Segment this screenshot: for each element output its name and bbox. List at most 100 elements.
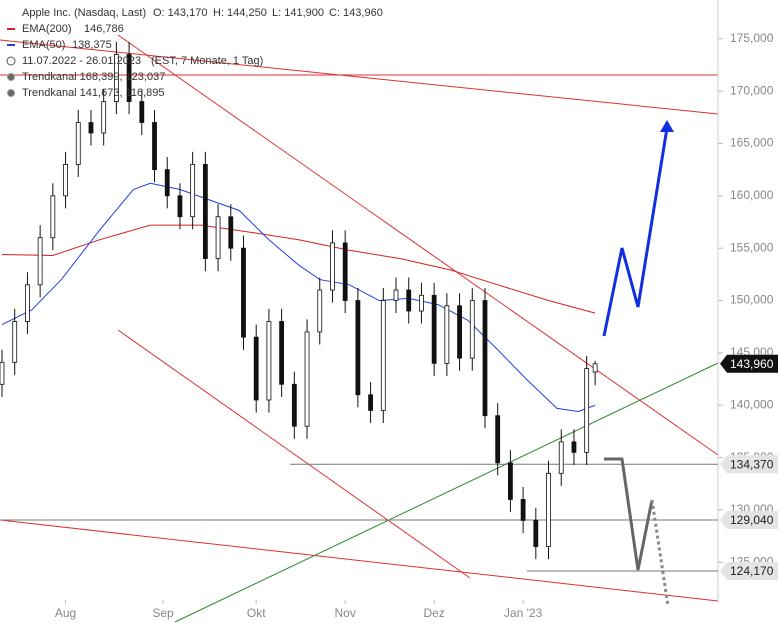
plot [0, 41, 598, 560]
candle-body [253, 336, 259, 401]
candle-body [558, 441, 564, 474]
candle-body [571, 441, 577, 453]
candle-body [139, 101, 145, 123]
candle-body [469, 300, 475, 359]
legend-label: EMA(50) [22, 39, 65, 51]
price-tag [720, 511, 778, 529]
candle-body [495, 415, 501, 464]
candle-body [215, 216, 221, 260]
channel-line [117, 34, 719, 456]
x-tick-label: Okt [247, 606, 266, 620]
candle-body [317, 289, 323, 333]
period-note: (EST, 7 Monate, 1 Tag) [151, 55, 263, 67]
candle-body [520, 499, 526, 521]
legend-value: 146,786 [84, 23, 124, 35]
y-tick-label: 165,000 [730, 136, 774, 150]
ohlc: O: 143,170 [153, 7, 207, 19]
candle-body [533, 520, 539, 547]
candle-body [330, 242, 335, 291]
y-tick-label: 170,000 [730, 83, 774, 97]
arrow-head [660, 120, 674, 132]
candle-body [393, 289, 399, 301]
price-tag [720, 561, 778, 580]
channel-line [0, 519, 719, 602]
candle-body [592, 363, 598, 373]
x-tick-label: Dez [423, 606, 444, 620]
bear-projection-dotted [650, 499, 670, 607]
candle-body [12, 321, 18, 363]
price-tag-label: 129,040 [730, 513, 774, 527]
candle-body [342, 242, 348, 301]
candle-body [101, 101, 107, 134]
trend-channel: Trendkanal 141,673, 116,895 [22, 87, 165, 99]
price-tag [720, 455, 778, 474]
candle-body [355, 300, 361, 396]
price-tag-label: 143,960 [730, 357, 774, 371]
candle-body [37, 237, 43, 286]
channel-line [117, 329, 471, 579]
legend-label: EMA(200) [22, 23, 72, 35]
projection [602, 120, 674, 607]
candle-body [380, 300, 386, 411]
legend: Apple Inc. (Nasdaq, Last) O: 143,170 H: … [6, 7, 383, 99]
price-tag-label: 134,370 [730, 457, 774, 471]
price-tag-label: 124,170 [730, 564, 774, 578]
candle-body [291, 383, 297, 427]
bull-projection [602, 127, 669, 337]
candle-body [546, 472, 551, 547]
candle-body [406, 289, 412, 312]
candle-body [444, 305, 450, 364]
axes: 125,000130,000135,000140,000145,000150,0… [55, 31, 778, 620]
trend-lines [0, 0, 719, 623]
x-tick-label: Jan '23 [504, 606, 543, 620]
candle-body [50, 195, 56, 239]
legend-value: 138,375 [72, 39, 112, 51]
candle-body [0, 361, 5, 385]
candle-body [431, 294, 437, 364]
clock-icon [6, 56, 16, 66]
x-tick-label: Sep [152, 606, 174, 620]
candle-body [63, 163, 68, 197]
price-tag [720, 354, 778, 373]
trend-channel: Trendkanal 168,399, 123,037 [22, 71, 165, 83]
y-tick-label: 175,000 [730, 31, 774, 45]
ohlc: L: 141,900 [272, 7, 324, 19]
candle-body [202, 163, 208, 260]
candle-body [152, 122, 157, 171]
ema-line [1, 224, 596, 314]
y-tick-label: 140,000 [730, 397, 774, 411]
candle-body [266, 321, 272, 401]
channel-line [0, 39, 719, 115]
candle-body [75, 122, 81, 165]
candle-body [584, 368, 590, 453]
x-tick-label: Aug [55, 606, 76, 620]
candle-body [241, 247, 246, 338]
icon [7, 89, 15, 97]
levels [0, 463, 718, 572]
period: 11.07.2022 - 26.01.2023 [22, 55, 141, 67]
candle-body [228, 216, 234, 249]
candle-body [25, 284, 30, 322]
candle-body [368, 394, 373, 411]
ohlc: C: 143,960 [329, 7, 383, 19]
candle-body [482, 300, 488, 417]
candle-body [304, 331, 310, 427]
candle-body [164, 169, 170, 197]
y-tick-label: 155,000 [730, 240, 774, 254]
y-tick-label: 150,000 [730, 293, 774, 307]
ohlc: H: 144,250 [213, 7, 267, 19]
candle-body [113, 54, 119, 102]
icon [7, 73, 15, 81]
candle-body [88, 122, 94, 134]
candle-body [177, 195, 183, 218]
candle-body [279, 321, 285, 385]
candle-body [508, 462, 513, 500]
candle-body [457, 305, 462, 359]
bear-projection [604, 457, 654, 571]
x-tick-label: Nov [334, 606, 355, 620]
candle-body [126, 54, 132, 102]
candle-body [190, 163, 196, 218]
support-line [174, 362, 719, 623]
